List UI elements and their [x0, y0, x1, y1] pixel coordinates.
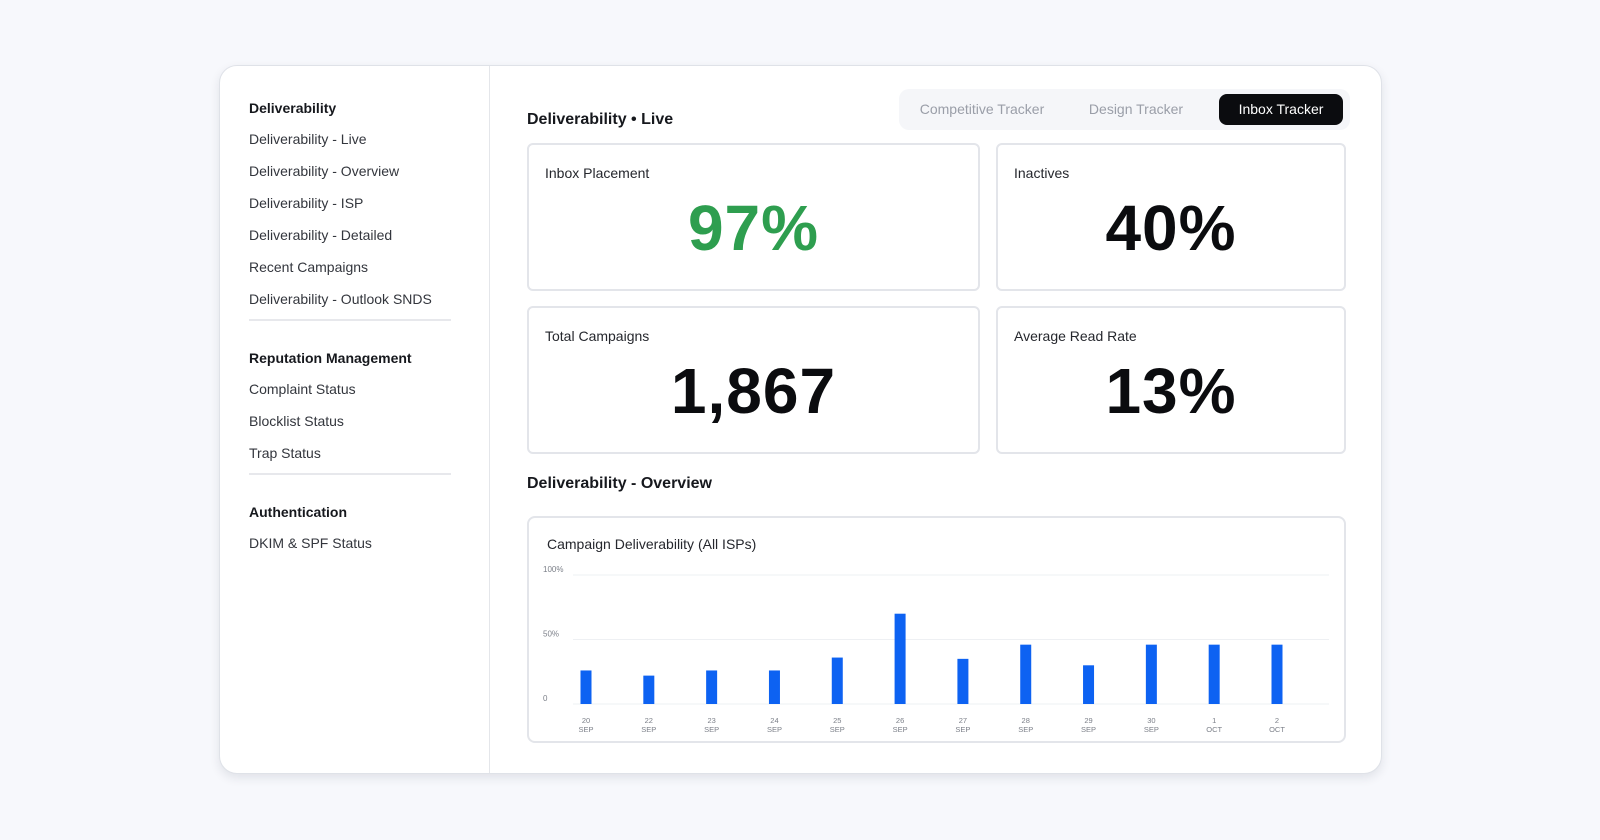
bar [643, 675, 655, 704]
metric-value: 40% [1105, 192, 1237, 264]
metric-label: Inbox Placement [545, 165, 650, 181]
tab-design-tracker[interactable]: Design Tracker [1088, 101, 1184, 117]
nav-divider [249, 473, 451, 475]
bar [831, 657, 843, 704]
bar [1083, 665, 1095, 704]
sidebar-item-deliverability-isp[interactable]: Deliverability - ISP [249, 195, 364, 211]
nav-heading: Deliverability [249, 100, 337, 116]
x-tick-day: 22 [645, 716, 653, 725]
x-tick-month: SEP [641, 725, 656, 734]
x-tick-day: 27 [959, 716, 967, 725]
x-tick-month: SEP [1018, 725, 1033, 734]
metric-label: Inactives [1014, 165, 1070, 181]
live-section-title: Deliverability • Live [527, 111, 674, 128]
x-tick-day: 30 [1147, 716, 1155, 725]
x-tick-day: 20 [582, 716, 590, 725]
x-tick-day: 28 [1022, 716, 1030, 725]
metric-value: 13% [1105, 355, 1237, 427]
x-tick-month: OCT [1206, 725, 1222, 734]
bar [768, 670, 780, 704]
bar [957, 658, 969, 704]
x-tick-month: SEP [767, 725, 782, 734]
metric-value: 1,867 [670, 355, 837, 427]
metric-card-inbox-placement: Inbox Placement 97% [527, 143, 980, 291]
bar [894, 613, 906, 704]
y-tick-label: 0 [543, 694, 548, 703]
app-window: Deliverability Deliverability - Live Del… [219, 65, 1382, 774]
x-tick-month: SEP [1081, 725, 1096, 734]
y-tick-label: 100% [543, 565, 563, 574]
tracker-tabs: Competitive Tracker Design Tracker Inbox… [899, 89, 1350, 130]
sidebar-item-blocklist-status[interactable]: Blocklist Status [249, 413, 344, 429]
x-tick-day: 23 [707, 716, 715, 725]
x-tick-month: SEP [1144, 725, 1159, 734]
bar [1020, 644, 1032, 704]
x-tick-month: OCT [1269, 725, 1285, 734]
tab-inbox-tracker[interactable]: Inbox Tracker [1219, 94, 1343, 125]
bar [580, 670, 592, 704]
deliverability-bar-chart: 050%100%20SEP22SEP23SEP24SEP25SEP26SEP27… [543, 565, 1329, 734]
nav-heading: Authentication [249, 504, 347, 520]
sidebar-item-deliverability-live[interactable]: Deliverability - Live [249, 131, 367, 147]
nav-section-authentication: Authentication DKIM & SPF Status [249, 503, 489, 559]
nav-heading: Reputation Management [249, 350, 412, 366]
overview-section-title: Deliverability - Overview [527, 475, 712, 492]
metric-value: 97% [687, 192, 820, 264]
x-tick-month: SEP [893, 725, 908, 734]
nav-section-deliverability: Deliverability Deliverability - Live Del… [249, 99, 489, 321]
bar [706, 670, 718, 704]
sidebar-item-recent-campaigns[interactable]: Recent Campaigns [249, 259, 369, 275]
chart-title: Campaign Deliverability (All ISPs) [547, 536, 757, 552]
bar [1145, 644, 1157, 704]
y-tick-label: 50% [543, 630, 559, 639]
metric-label: Average Read Rate [1014, 328, 1137, 344]
x-tick-day: 1 [1212, 716, 1216, 725]
deliverability-chart-card: Campaign Deliverability (All ISPs) 0 50% 1… [527, 516, 1346, 743]
metric-card-average-read-rate: Average Read Rate 13% [996, 306, 1346, 454]
bar [1208, 644, 1220, 704]
nav-section-reputation: Reputation Management Complaint Status B… [249, 349, 489, 475]
metric-card-total-campaigns: Total Campaigns 1,867 [527, 306, 980, 454]
x-tick-month: SEP [704, 725, 719, 734]
bar [1271, 644, 1283, 704]
sidebar-item-complaint-status[interactable]: Complaint Status [249, 381, 356, 397]
x-tick-month: SEP [578, 725, 593, 734]
x-tick-month: SEP [955, 725, 970, 734]
main-content: Competitive Tracker Design Tracker Inbox… [491, 66, 1381, 773]
sidebar-item-outlook-snds[interactable]: Deliverability - Outlook SNDS [249, 291, 432, 307]
nav-divider [249, 319, 451, 321]
metric-card-inactives: Inactives 40% [996, 143, 1346, 291]
sidebar-item-trap-status[interactable]: Trap Status [249, 445, 321, 461]
sidebar-item-deliverability-overview[interactable]: Deliverability - Overview [249, 163, 400, 179]
x-tick-day: 2 [1275, 716, 1279, 725]
tab-competitive-tracker[interactable]: Competitive Tracker [919, 101, 1045, 117]
x-tick-day: 25 [833, 716, 841, 725]
x-tick-day: 29 [1084, 716, 1092, 725]
sidebar-item-deliverability-detailed[interactable]: Deliverability - Detailed [249, 227, 393, 243]
x-tick-day: 26 [896, 716, 904, 725]
x-tick-day: 24 [770, 716, 778, 725]
metric-label: Total Campaigns [545, 328, 650, 344]
sidebar: Deliverability Deliverability - Live Del… [220, 66, 490, 773]
sidebar-item-dkim-spf-status[interactable]: DKIM & SPF Status [249, 535, 372, 551]
x-tick-month: SEP [830, 725, 845, 734]
